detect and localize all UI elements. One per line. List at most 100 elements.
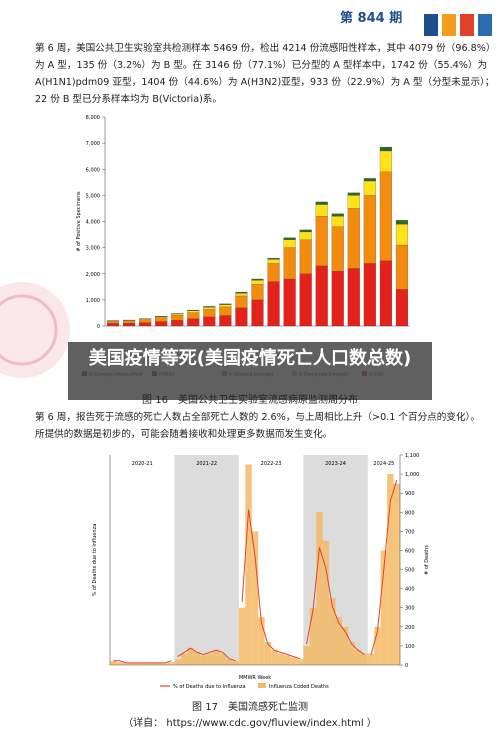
y2-tick-label: 1,100 — [405, 453, 419, 459]
death-bar — [277, 653, 284, 665]
bar-segment — [379, 260, 392, 327]
season-label: 2023-24 — [325, 461, 346, 467]
death-bar — [271, 649, 278, 665]
legend-swatch — [258, 683, 266, 688]
death-bar — [226, 659, 233, 665]
y-axis-title: # of Positive Specimens — [76, 191, 82, 252]
bar-segment — [203, 316, 216, 327]
bar-segment — [235, 291, 248, 294]
death-bar — [245, 464, 252, 665]
text-line: 22 份 B 型已分系样本均为 B(Victoria)系。 — [35, 94, 222, 105]
bar-segment — [155, 321, 168, 327]
bar-segment — [235, 295, 248, 308]
figure-source: （详自： https://www.cdc.gov/fluview/index.h… — [123, 718, 377, 729]
y2-tick-label: 700 — [405, 529, 415, 535]
death-bar — [148, 663, 156, 665]
bar-segment — [187, 309, 200, 311]
text-line: A(H1N1)pdm09 亚型，1404 份（44.6%）为 A(H3N2)亚型… — [35, 77, 495, 88]
bar-segment — [331, 213, 344, 217]
bar-segment — [106, 321, 120, 324]
bar-segment — [395, 244, 409, 290]
bar-segment — [347, 268, 360, 327]
death-bar — [258, 617, 265, 665]
death-bar — [367, 653, 375, 665]
bar-segment — [315, 216, 328, 267]
death-bar — [296, 659, 304, 665]
death-bar — [264, 642, 272, 665]
death-bar — [193, 651, 201, 665]
bar-segment — [299, 273, 312, 327]
death-bar — [187, 647, 194, 665]
bar-segment — [395, 220, 409, 225]
bar-segment — [363, 180, 376, 196]
percent-line — [241, 509, 301, 660]
death-bar — [309, 607, 317, 665]
y2-tick-label: 300 — [405, 606, 415, 612]
bar-segment — [251, 280, 264, 285]
death-bar — [335, 617, 342, 665]
bar-segment — [363, 263, 376, 327]
bar-segment — [251, 299, 264, 327]
bar-segment — [395, 224, 409, 246]
bar-segment — [395, 289, 409, 327]
season-label: 2022-23 — [261, 461, 282, 467]
virus-decoration — [0, 294, 58, 366]
y-tick-label: 5,000 — [86, 193, 100, 199]
y-tick-label: 7,000 — [86, 141, 100, 147]
percent-line — [113, 660, 172, 664]
legend-label: Influenza Coded Deaths — [269, 684, 329, 690]
bar-segment — [187, 318, 200, 327]
y-tick-label: 6,000 — [86, 167, 100, 173]
death-bar — [180, 653, 188, 665]
bar-segment — [283, 237, 296, 240]
death-bar — [174, 659, 181, 665]
header-block — [460, 14, 474, 36]
percent-line — [177, 647, 236, 662]
bar-segment — [171, 320, 184, 327]
season-label: 2020-21 — [132, 461, 153, 467]
season-shade — [174, 455, 239, 665]
bar-segment — [123, 320, 136, 324]
death-bar — [322, 540, 330, 665]
bar-segment — [299, 229, 312, 233]
paragraph: 第 6 周，报告死于流感的死亡人数占全部死亡人数的 2.6%，与上周相比上升（>… — [35, 409, 480, 443]
y2-tick-label: 0 — [405, 663, 408, 669]
death-bar — [380, 550, 388, 665]
death-bar — [122, 663, 130, 665]
bar-segment — [267, 257, 280, 260]
banner-title: 美国疫情等死(美国疫情死亡人口数总数) — [68, 342, 432, 400]
death-bar — [387, 474, 394, 665]
bar-segment — [379, 150, 392, 172]
bar-segment — [331, 271, 344, 327]
death-bar — [251, 531, 259, 665]
death-bar — [155, 663, 162, 665]
death-bar — [168, 662, 175, 665]
header-block — [424, 14, 438, 36]
bar-segment — [363, 178, 376, 182]
death-bar — [303, 645, 310, 665]
header-block — [442, 14, 456, 36]
text-line: 所提供的数据是初步的，可能会随着接收和处理更多数据而发生变化。 — [35, 429, 333, 440]
bar-segment — [347, 195, 360, 209]
bar-segment — [139, 318, 152, 320]
y2-tick-label: 100 — [405, 644, 415, 650]
bar-segment — [123, 323, 136, 327]
text-line: 第 6 周，报告死于流感的死亡人数占全部死亡人数的 2.6%，与上周相比上升（>… — [35, 412, 480, 423]
text-line: 为 A 型，135 份（3.2%）为 B 型。在 3146 份（77.1%）已分… — [35, 60, 488, 71]
y2-tick-label: 600 — [405, 548, 415, 554]
bar-segment — [155, 317, 168, 322]
bar-segment — [299, 239, 312, 274]
season-label: 2021-22 — [196, 461, 217, 467]
bar-segment — [251, 284, 264, 300]
y-tick-label: 3,000 — [86, 246, 100, 252]
bar-segment — [171, 313, 184, 316]
bar-segment — [219, 303, 232, 305]
y2-tick-label: 900 — [405, 491, 415, 497]
death-bar — [374, 626, 381, 665]
bar-segment — [283, 239, 296, 248]
bar-segment — [283, 278, 296, 327]
y2-tick-label: 500 — [405, 568, 415, 574]
death-bar — [232, 661, 239, 665]
